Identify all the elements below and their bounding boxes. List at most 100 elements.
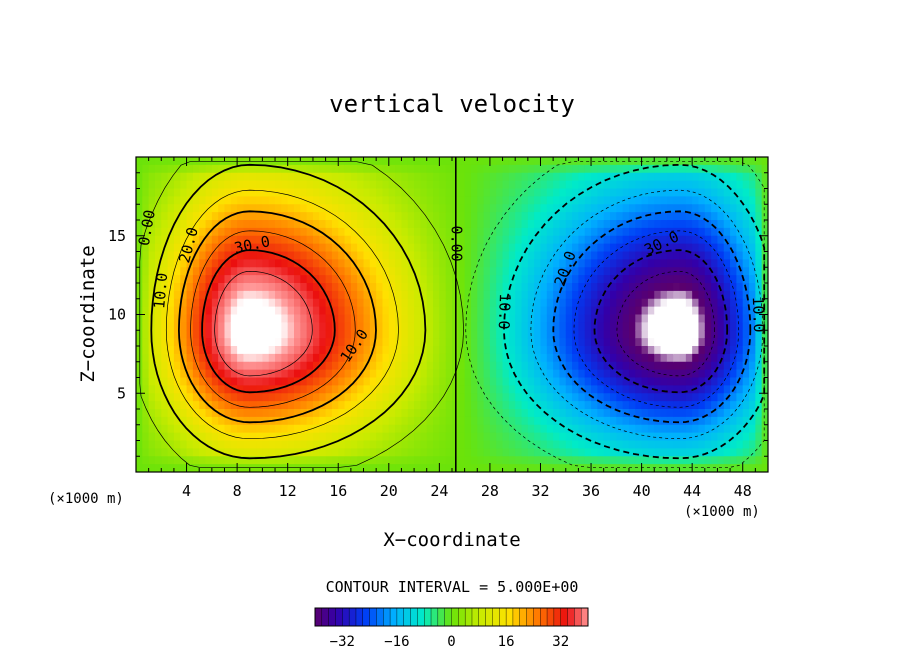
field-cell — [161, 227, 169, 237]
field-cell — [350, 188, 358, 197]
colorbar-swatch — [560, 607, 569, 627]
field-cell — [534, 377, 542, 386]
field-cell — [142, 385, 150, 394]
field-cell — [433, 440, 440, 449]
field-cell — [167, 220, 175, 229]
field-cell — [673, 227, 681, 237]
field-cell — [717, 212, 725, 221]
field-cell — [199, 298, 207, 308]
field-cell — [654, 283, 662, 292]
field-cell — [439, 157, 447, 166]
field-cell — [565, 330, 573, 339]
field-cell — [136, 172, 143, 182]
field-cell — [211, 243, 219, 253]
field-cell — [142, 212, 150, 221]
field-cell — [445, 267, 453, 276]
field-cell — [369, 196, 377, 205]
field-cell — [426, 322, 434, 331]
field-cell — [660, 204, 668, 213]
field-cell — [553, 227, 561, 237]
field-cell — [553, 353, 561, 363]
field-cell — [426, 243, 434, 253]
field-cell — [167, 424, 175, 434]
field-cell — [306, 298, 314, 308]
field-cell — [534, 361, 542, 371]
field-cell — [534, 220, 542, 229]
field-cell — [502, 227, 510, 237]
field-cell — [654, 188, 662, 197]
field-cell — [527, 416, 535, 426]
field-cell — [350, 416, 358, 426]
colorbar-swatch — [369, 607, 377, 627]
field-cell — [357, 456, 365, 465]
field-cell — [224, 401, 232, 410]
field-cell — [294, 204, 301, 213]
field-cell — [382, 353, 390, 363]
field-cell — [458, 164, 466, 174]
field-cell — [237, 448, 245, 457]
field-cell — [458, 227, 466, 237]
field-cell — [439, 369, 447, 379]
field-cell — [572, 314, 579, 323]
field-cell — [243, 440, 251, 449]
field-cell — [281, 227, 289, 237]
field-cell — [622, 393, 630, 402]
field-cell — [281, 283, 289, 292]
field-cell — [692, 267, 700, 276]
field-cell — [180, 353, 188, 363]
field-cell — [388, 432, 396, 442]
field-cell — [508, 298, 516, 308]
field-cell — [439, 220, 447, 229]
field-cell — [553, 164, 561, 174]
field-cell — [698, 259, 706, 268]
field-cell — [275, 290, 282, 300]
field-cell — [654, 338, 662, 347]
field-cell — [553, 212, 561, 221]
field-cell — [628, 306, 636, 316]
field-cell — [439, 338, 447, 347]
colorbar-swatch — [335, 607, 343, 627]
field-cell — [698, 212, 706, 221]
field-cell — [591, 235, 598, 245]
field-cell — [584, 259, 592, 268]
field-cell — [287, 251, 295, 260]
field-cell — [477, 259, 485, 268]
field-cell — [300, 243, 308, 253]
field-cell — [666, 377, 674, 386]
field-cell — [445, 157, 453, 166]
field-cell — [167, 196, 175, 205]
field-cell — [363, 227, 371, 237]
x-tick-label: 24 — [430, 482, 448, 500]
field-cell — [761, 298, 768, 308]
field-cell — [730, 275, 737, 284]
field-cell — [224, 448, 232, 457]
field-cell — [192, 346, 200, 355]
field-cell — [666, 464, 674, 472]
field-cell — [723, 464, 731, 472]
field-cell — [641, 464, 649, 472]
field-cell — [496, 164, 504, 174]
field-cell — [673, 401, 681, 410]
field-cell — [262, 353, 270, 363]
field-cell — [369, 220, 377, 229]
field-cell — [401, 188, 409, 197]
field-cell — [167, 306, 175, 316]
field-cell — [749, 346, 756, 355]
field-cell — [192, 235, 200, 245]
field-cell — [685, 212, 693, 221]
field-cell — [230, 157, 238, 166]
field-cell — [540, 338, 548, 347]
field-cell — [508, 243, 516, 253]
field-cell — [306, 180, 314, 190]
field-cell — [237, 290, 245, 300]
field-cell — [660, 385, 668, 394]
field-cell — [445, 314, 453, 323]
field-cell — [534, 157, 542, 166]
field-cell — [382, 409, 390, 418]
field-cell — [439, 196, 447, 205]
field-cell — [142, 196, 150, 205]
field-cell — [515, 235, 523, 245]
field-cell — [603, 377, 611, 386]
field-cell — [426, 290, 434, 300]
field-cell — [565, 275, 573, 284]
